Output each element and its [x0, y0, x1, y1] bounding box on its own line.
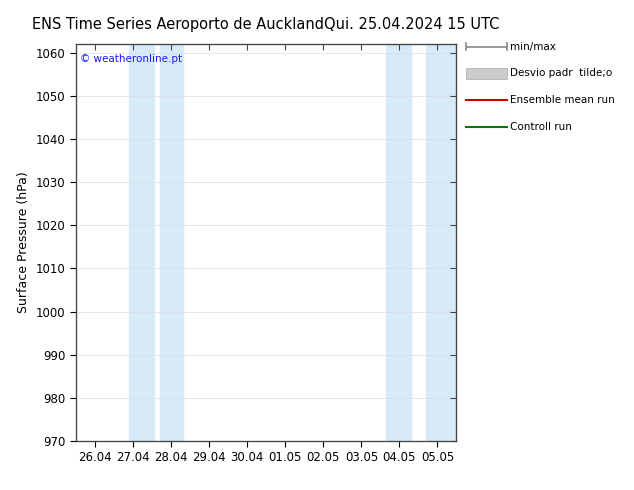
Text: Qui. 25.04.2024 15 UTC: Qui. 25.04.2024 15 UTC	[325, 17, 500, 32]
Text: Controll run: Controll run	[510, 122, 573, 132]
Text: Desvio padr  tilde;o: Desvio padr tilde;o	[510, 69, 612, 78]
Bar	[129, 44, 154, 441]
Bar	[160, 44, 183, 441]
Text: min/max: min/max	[510, 42, 556, 51]
Text: Ensemble mean run: Ensemble mean run	[510, 96, 615, 105]
Bar	[426, 44, 456, 441]
Bar	[386, 44, 411, 441]
Y-axis label: Surface Pressure (hPa): Surface Pressure (hPa)	[17, 172, 30, 314]
Text: © weatheronline.pt: © weatheronline.pt	[80, 54, 182, 64]
Text: ENS Time Series Aeroporto de Auckland: ENS Time Series Aeroporto de Auckland	[32, 17, 323, 32]
